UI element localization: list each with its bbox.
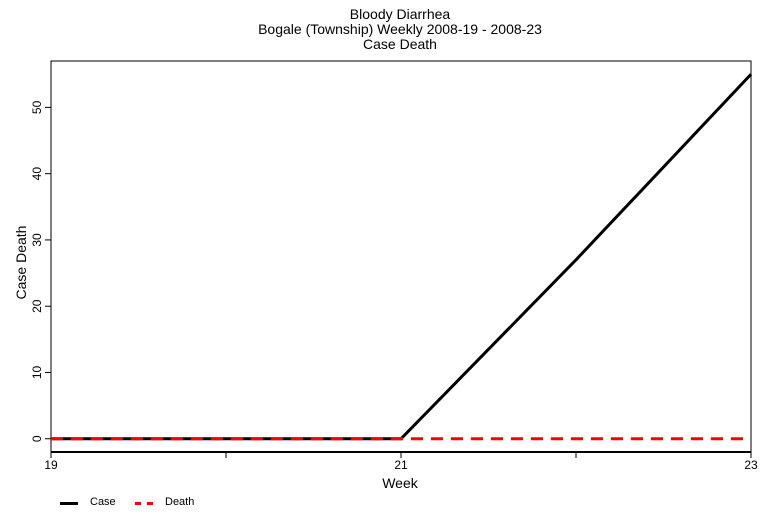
x-tick-label: 23	[744, 458, 758, 472]
y-tick-label: 40	[30, 167, 44, 181]
chart-title: Bloody Diarrhea	[349, 6, 451, 22]
y-tick-label: 30	[30, 233, 44, 247]
y-axis-label: Case Death	[13, 226, 29, 300]
x-tick-label: 21	[394, 458, 408, 472]
y-tick-label: 20	[30, 299, 44, 313]
legend-label-death: Death	[165, 496, 195, 508]
legend-label-case: Case	[90, 496, 116, 508]
chart-subtitle: Bogale (Township) Weekly 2008-19 - 2008-…	[258, 21, 542, 37]
y-tick-label: 0	[30, 435, 44, 442]
y-tick-label: 50	[30, 100, 44, 114]
x-tick-label: 19	[44, 458, 58, 472]
chart-title-block: Bloody Diarrhea Bogale (Township) Weekly…	[0, 7, 765, 52]
chart-subtitle-2: Case Death	[363, 36, 437, 52]
plot-frame	[50, 60, 752, 453]
x-axis-label: Week	[382, 475, 419, 491]
legend-swatch-death	[135, 502, 153, 505]
legend-swatch-case	[60, 502, 78, 505]
y-tick-label: 10	[30, 365, 44, 379]
series-line-case	[51, 73, 753, 441]
